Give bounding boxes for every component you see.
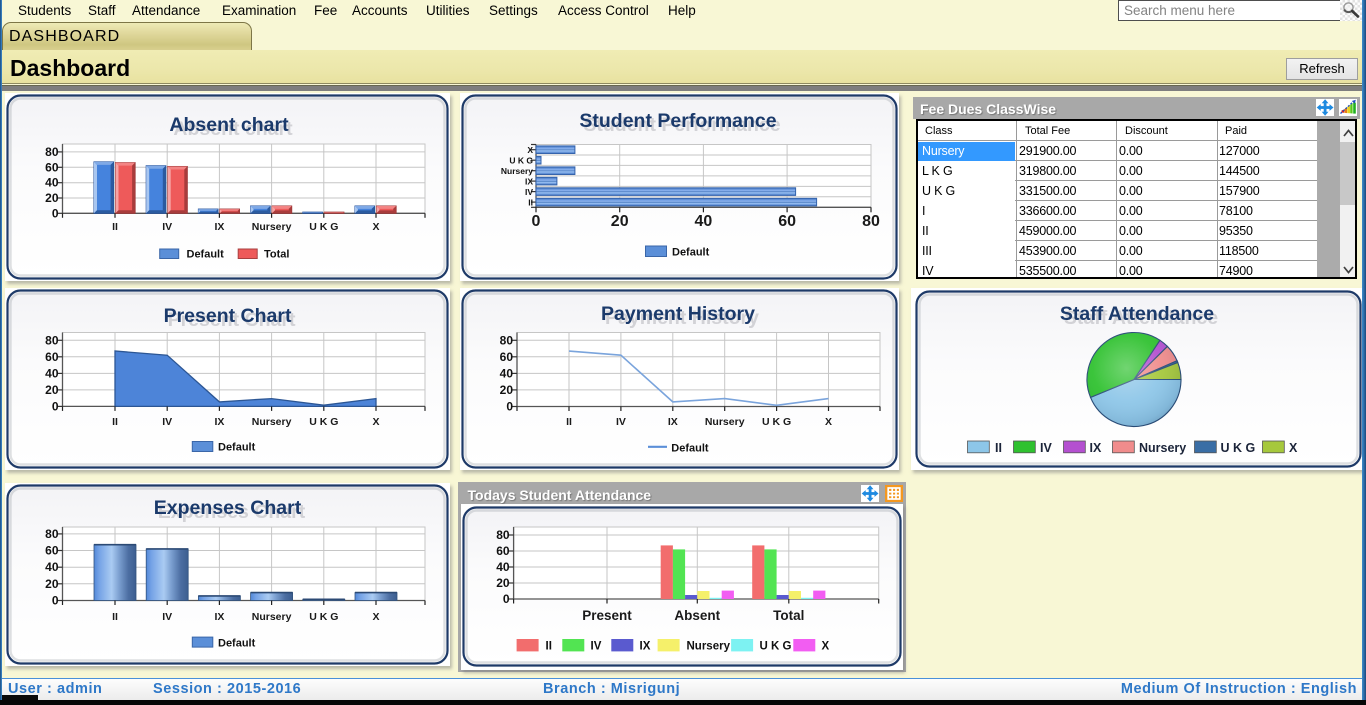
- svg-text:Total: Total: [264, 249, 289, 261]
- svg-text:80: 80: [500, 333, 514, 347]
- svg-text:Expenses Chart: Expenses Chart: [154, 497, 302, 519]
- svg-text:IV: IV: [162, 221, 172, 233]
- svg-text:U K G: U K G: [309, 221, 338, 233]
- svg-text:IX: IX: [214, 416, 224, 428]
- svg-text:II: II: [112, 221, 118, 233]
- svg-text:IX: IX: [214, 611, 224, 623]
- svg-text:II: II: [112, 416, 118, 428]
- svg-text:60: 60: [500, 350, 514, 364]
- svg-text:Present Chart: Present Chart: [164, 305, 292, 327]
- svg-text:40: 40: [45, 560, 59, 574]
- svg-text:Staff Attendance: Staff Attendance: [1064, 307, 1218, 329]
- svg-text:0: 0: [52, 206, 59, 220]
- svg-text:80: 80: [862, 213, 880, 230]
- svg-text:Nursery: Nursery: [252, 416, 292, 428]
- svg-text:20: 20: [45, 577, 59, 591]
- svg-text:U K G: U K G: [760, 641, 792, 653]
- svg-text:20: 20: [500, 383, 514, 397]
- svg-text:IX: IX: [668, 416, 678, 428]
- svg-text:Total: Total: [773, 608, 804, 623]
- svg-text:0: 0: [52, 399, 59, 413]
- svg-text:Absent chart: Absent chart: [169, 114, 289, 136]
- svg-text:IX: IX: [1090, 441, 1102, 455]
- svg-text:20: 20: [45, 191, 59, 205]
- svg-text:40: 40: [496, 560, 510, 574]
- svg-text:80: 80: [45, 145, 59, 159]
- svg-text:Payment History: Payment History: [601, 303, 755, 325]
- svg-text:Default: Default: [218, 638, 256, 650]
- svg-text:X: X: [372, 416, 379, 428]
- svg-text:Staff Attendance: Staff Attendance: [1060, 303, 1214, 325]
- svg-text:IV: IV: [162, 611, 172, 623]
- svg-text:40: 40: [45, 366, 59, 380]
- svg-text:IX: IX: [640, 641, 651, 653]
- svg-text:IX: IX: [214, 221, 224, 233]
- svg-text:U K G: U K G: [309, 611, 338, 623]
- svg-text:IV: IV: [591, 641, 602, 653]
- svg-text:Nursery: Nursery: [687, 641, 731, 653]
- svg-text:X: X: [527, 145, 533, 155]
- svg-text:II: II: [546, 641, 552, 653]
- svg-text:X: X: [822, 641, 830, 653]
- svg-text:IV: IV: [525, 187, 533, 197]
- svg-text:Nursery: Nursery: [705, 416, 745, 428]
- svg-text:U K G: U K G: [762, 416, 791, 428]
- svg-text:80: 80: [45, 333, 59, 347]
- svg-text:Student Performance: Student Performance: [583, 114, 780, 136]
- svg-text:Student Performance: Student Performance: [579, 110, 776, 132]
- svg-text:Default: Default: [187, 249, 225, 261]
- svg-text:80: 80: [45, 527, 59, 541]
- svg-text:IV: IV: [616, 416, 626, 428]
- svg-text:Nursery: Nursery: [252, 611, 292, 623]
- svg-text:0: 0: [52, 594, 59, 608]
- svg-text:40: 40: [45, 176, 59, 190]
- svg-text:60: 60: [496, 544, 510, 558]
- svg-text:0: 0: [506, 400, 513, 414]
- svg-text:Present: Present: [582, 608, 632, 623]
- svg-text:X: X: [372, 611, 379, 623]
- svg-text:U K G: U K G: [309, 416, 338, 428]
- svg-text:20: 20: [45, 383, 59, 397]
- svg-text:40: 40: [695, 213, 713, 230]
- svg-text:80: 80: [496, 528, 510, 542]
- svg-text:Absent chart: Absent chart: [173, 118, 293, 140]
- svg-text:Default: Default: [672, 247, 710, 259]
- svg-text:Absent: Absent: [674, 608, 720, 623]
- svg-text:Default: Default: [218, 442, 256, 454]
- svg-text:0: 0: [503, 592, 510, 606]
- svg-text:60: 60: [45, 160, 59, 174]
- svg-text:IX: IX: [525, 177, 533, 187]
- svg-text:II: II: [528, 198, 533, 208]
- svg-text:X: X: [1289, 441, 1298, 455]
- svg-text:0: 0: [532, 213, 541, 230]
- svg-text:II: II: [995, 441, 1002, 455]
- svg-text:Nursery: Nursery: [252, 221, 292, 233]
- svg-text:20: 20: [611, 213, 629, 230]
- svg-text:II: II: [566, 416, 572, 428]
- svg-text:Payment History: Payment History: [605, 307, 759, 329]
- svg-text:IV: IV: [1040, 441, 1052, 455]
- svg-text:U K G: U K G: [1221, 441, 1256, 455]
- svg-text:U K G: U K G: [509, 156, 533, 166]
- svg-text:Present Chart: Present Chart: [168, 309, 296, 331]
- svg-text:60: 60: [45, 350, 59, 364]
- svg-text:II: II: [112, 611, 118, 623]
- svg-text:X: X: [825, 416, 832, 428]
- svg-text:Expenses Chart: Expenses Chart: [158, 501, 306, 523]
- svg-text:Nursery: Nursery: [1139, 441, 1186, 455]
- svg-text:X: X: [372, 221, 379, 233]
- svg-text:Nursery: Nursery: [501, 166, 533, 176]
- svg-text:60: 60: [778, 213, 796, 230]
- svg-text:20: 20: [496, 576, 510, 590]
- svg-text:IV: IV: [162, 416, 172, 428]
- svg-text:40: 40: [500, 366, 514, 380]
- svg-text:60: 60: [45, 544, 59, 558]
- svg-text:Default: Default: [671, 443, 709, 455]
